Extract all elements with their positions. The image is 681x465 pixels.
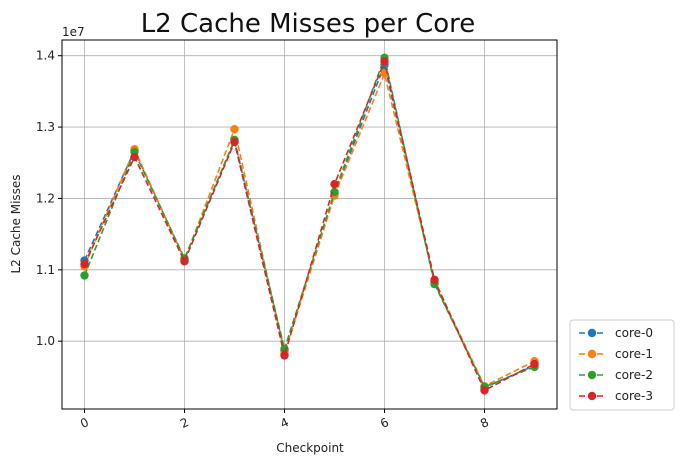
y-offset-label: 1e7	[62, 25, 85, 39]
legend-entry: core-3	[579, 389, 653, 403]
legend: core-0 core-1 core-2 core-3	[569, 319, 675, 411]
legend-marker	[587, 370, 597, 380]
x-tick-label: 6	[378, 415, 391, 431]
data-point	[180, 257, 189, 266]
legend-marker	[587, 349, 597, 359]
legend-marker	[587, 391, 597, 401]
y-tick-label: 1.0	[36, 334, 55, 348]
legend-entry: core-0	[579, 326, 653, 340]
grid	[62, 40, 557, 409]
legend-entry: core-1	[579, 347, 653, 361]
x-tick-label: 2	[178, 415, 191, 431]
y-tick-label: 1.2	[36, 191, 55, 205]
ticks: 0 2 4 6 8 1.0 1.1 1.2 1.3 1.4	[36, 49, 491, 431]
data-point	[480, 386, 489, 395]
data-point	[430, 275, 439, 285]
legend-marker	[587, 328, 597, 338]
series-line	[83, 62, 535, 389]
series-line	[83, 70, 535, 388]
legend-entry: core-2	[579, 368, 653, 382]
x-tick-label: 8	[478, 415, 491, 431]
plot-frame	[61, 39, 558, 410]
legend-label: core-0	[615, 326, 653, 340]
y-tick-label: 1.4	[36, 49, 55, 63]
data-point	[230, 125, 239, 134]
data-point	[330, 179, 339, 189]
y-tick-label: 1.1	[36, 263, 55, 277]
data-point	[380, 57, 389, 66]
data-point	[230, 137, 239, 147]
legend-label: core-1	[615, 347, 653, 361]
x-axis-label: Checkpoint	[276, 441, 344, 455]
series-core-0	[80, 60, 539, 392]
data-point	[130, 152, 139, 162]
series-layer	[80, 53, 539, 395]
series-core-2	[80, 53, 539, 392]
data-point	[80, 271, 89, 280]
y-axis-label: L2 Cache Misses	[9, 174, 23, 273]
x-tick-label: 4	[278, 415, 291, 431]
legend-label: core-2	[615, 368, 653, 382]
data-point	[280, 351, 289, 360]
legend-label: core-3	[615, 389, 653, 403]
series-core-1	[80, 69, 539, 391]
data-point	[530, 359, 539, 369]
series-line	[83, 55, 535, 388]
series-line	[83, 58, 535, 392]
data-point	[80, 259, 89, 269]
x-tick-label: 0	[78, 415, 91, 431]
legend-box	[569, 319, 675, 411]
chart-title: L2 Cache Misses per Core	[141, 9, 476, 39]
series-core-3	[80, 57, 539, 395]
y-tick-label: 1.3	[36, 120, 55, 134]
